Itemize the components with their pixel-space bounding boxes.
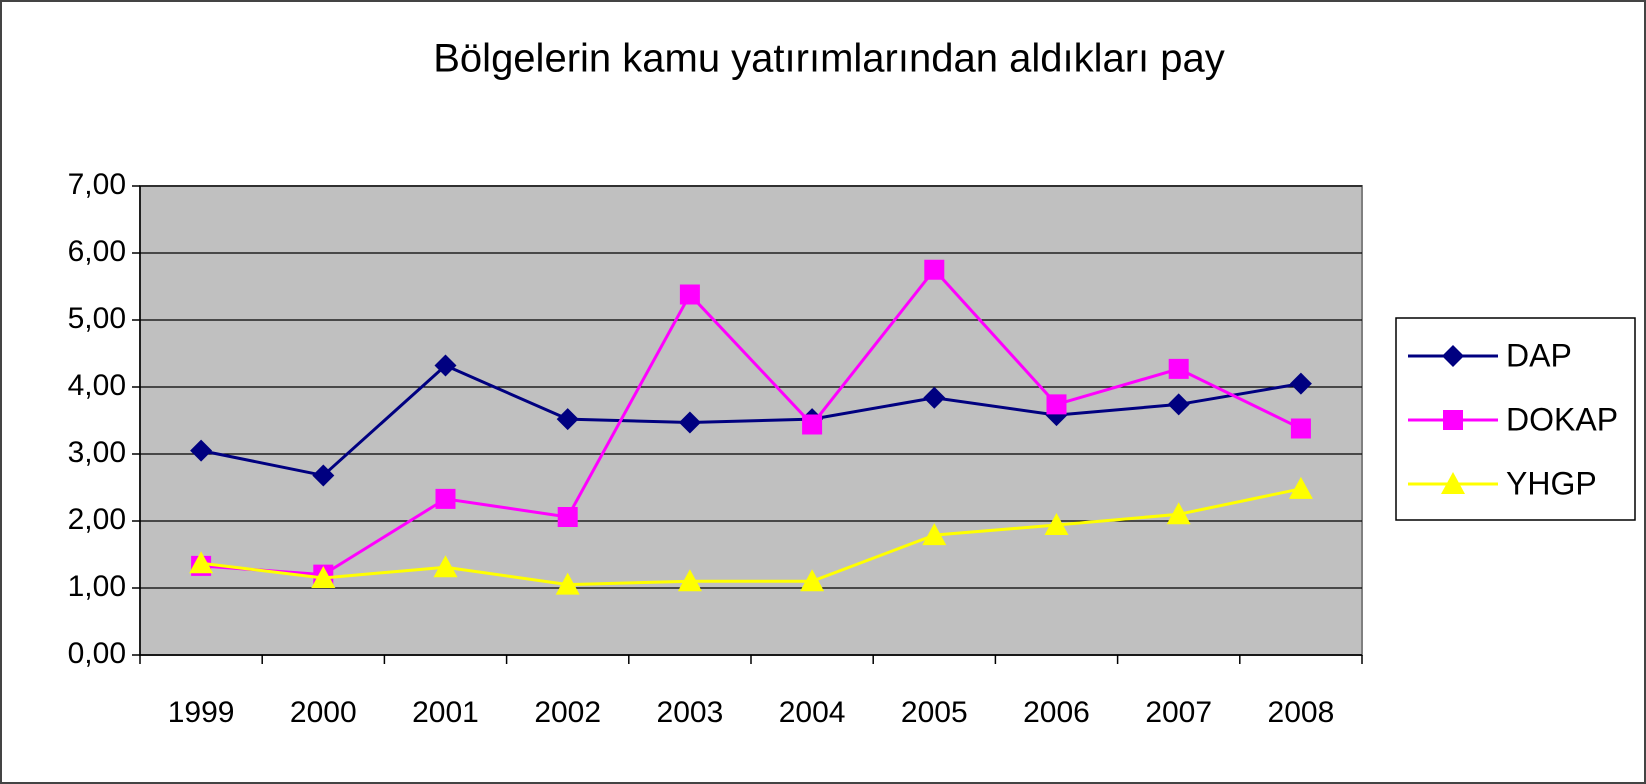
- x-tick-label: 2006: [1023, 696, 1090, 729]
- x-tick-label: 2003: [657, 696, 724, 729]
- data-point: [678, 411, 701, 434]
- data-point: [556, 408, 579, 431]
- data-point: [1168, 358, 1189, 379]
- data-point: [923, 386, 946, 409]
- x-tick-label: 2002: [534, 696, 601, 729]
- data-point: [800, 569, 825, 592]
- data-point: [434, 354, 457, 377]
- data-point: [679, 284, 700, 305]
- data-point: [677, 569, 702, 592]
- x-tick-label: 2007: [1145, 696, 1212, 729]
- data-point: [433, 555, 458, 578]
- x-tick-label: 2000: [290, 696, 357, 729]
- y-tick-label: 1,00: [68, 570, 126, 603]
- y-tick-label: 5,00: [68, 302, 126, 335]
- x-tick-label: 2008: [1268, 696, 1335, 729]
- legend-marker: [1441, 472, 1465, 494]
- data-point: [1167, 393, 1190, 416]
- legend-label: DAP: [1506, 337, 1572, 373]
- x-tick-label: 2004: [779, 696, 846, 729]
- data-point: [555, 572, 580, 595]
- data-point: [557, 506, 578, 527]
- y-tick-label: 7,00: [68, 168, 126, 201]
- x-tick-label: 2001: [412, 696, 479, 729]
- data-point: [1044, 513, 1069, 536]
- x-tick-label: 2005: [901, 696, 968, 729]
- data-point: [312, 464, 335, 487]
- series-line: [200, 363, 1302, 478]
- data-point: [435, 488, 456, 509]
- series-line: [200, 267, 1302, 577]
- data-point: [1289, 372, 1312, 395]
- y-tick-label: 2,00: [68, 503, 126, 536]
- y-tick-label: 6,00: [68, 235, 126, 268]
- series-line: [200, 487, 1302, 587]
- x-tick-label: 1999: [168, 696, 235, 729]
- data-point: [1290, 418, 1311, 439]
- data-point: [311, 565, 336, 588]
- legend-label: DOKAP: [1506, 401, 1618, 437]
- legend-marker: [1443, 410, 1463, 430]
- data-point: [1046, 394, 1067, 415]
- legend-label: YHGP: [1506, 465, 1597, 501]
- chart-title: Bölgelerin kamu yatırımlarından aldıklar…: [433, 37, 1224, 81]
- y-tick-label: 3,00: [68, 436, 126, 469]
- data-point: [924, 259, 945, 280]
- data-point: [1288, 476, 1313, 499]
- data-point: [189, 551, 214, 574]
- data-point: [802, 414, 823, 435]
- data-point: [190, 439, 213, 462]
- data-point: [922, 523, 947, 546]
- y-tick-label: 0,00: [68, 637, 126, 670]
- y-tick-label: 4,00: [68, 369, 126, 402]
- data-point: [1166, 502, 1191, 525]
- legend-marker: [1442, 345, 1464, 367]
